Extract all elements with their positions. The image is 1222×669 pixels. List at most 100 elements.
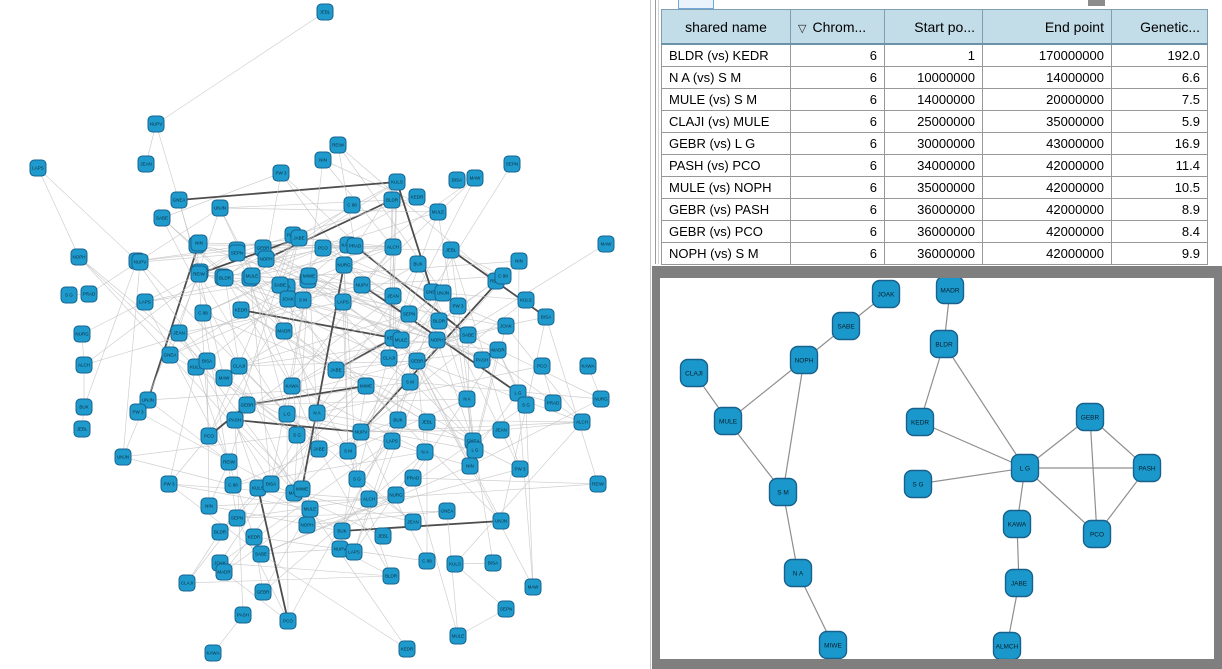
network-node-s-g[interactable]: S G [288, 426, 306, 444]
network-node-mule[interactable]: MULE [713, 406, 743, 436]
network-node-nin[interactable]: NIN [461, 457, 479, 475]
network-node-pco[interactable]: PCO [1082, 519, 1112, 549]
network-node-nupv[interactable]: NUPV [131, 253, 149, 271]
network-node-joak[interactable]: JOAK [279, 290, 297, 308]
network-node-kawa[interactable]: KAWA [1002, 509, 1032, 539]
network-node-miwe[interactable]: MIWE [818, 630, 848, 659]
network-node-c-98[interactable]: C 98 [418, 552, 436, 570]
network-node-laps[interactable]: LAPS [29, 159, 47, 177]
network-node-pco[interactable]: PCO [314, 239, 332, 257]
network-node-sabe[interactable]: SABE [252, 545, 270, 563]
network-node-jebl[interactable]: JEBL [316, 3, 334, 21]
network-node-sabe[interactable]: SABE [831, 311, 861, 341]
network-node-reiw[interactable]: REIW [589, 475, 607, 493]
network-node-sabe[interactable]: SABE [459, 326, 477, 344]
network-node-gnea[interactable]: GNEA [438, 502, 456, 520]
table-row[interactable]: MULE (vs) NOPH 6 35000000 42000000 10.5 [661, 176, 1208, 199]
network-node-miwe[interactable]: MIWE [300, 267, 318, 285]
network-node-s-g[interactable]: S G [517, 396, 535, 414]
network-node-kedr[interactable]: KEDR [408, 188, 426, 206]
network-node-jebl[interactable]: JEBL [73, 420, 91, 438]
network-node-nin[interactable]: NIN [510, 252, 528, 270]
network-node-gnea[interactable]: GNEA [170, 191, 188, 209]
network-node-jebl[interactable]: JEBL [418, 413, 436, 431]
network-node-bldr[interactable]: BLDR [430, 312, 448, 330]
network-node-sepn[interactable]: SEPN [228, 244, 246, 262]
network-node-pash[interactable]: PASH [226, 411, 244, 429]
network-node-unjn[interactable]: UNJN [114, 448, 132, 466]
network-node-noph[interactable]: NOPH [789, 345, 819, 375]
network-node-almch[interactable]: ALMCH [992, 631, 1022, 660]
network-node-nin[interactable]: NIN [190, 234, 208, 252]
network-node-pco[interactable]: PCO [200, 427, 218, 445]
network-node-joak[interactable]: JOAK [871, 279, 901, 309]
network-node-mule[interactable]: MULE [301, 500, 319, 518]
network-node-gebr[interactable]: GEBR [408, 352, 426, 370]
network-node-c-98[interactable]: C 98 [224, 476, 242, 494]
network-node-kedr[interactable]: KEDR [232, 301, 250, 319]
network-node-s-g[interactable]: S G [903, 469, 933, 499]
network-node-s-m[interactable]: S M [768, 477, 798, 507]
network-node-sabe[interactable]: SABE [153, 209, 171, 227]
main-network-canvas[interactable]: JEBL NUPV LAPS JEAN GNEA UNJN PW 3 NIN REIW C 98 K… [0, 0, 652, 669]
network-node-sepn[interactable]: SEPN [503, 155, 521, 173]
network-node-gebr[interactable]: GEBR [238, 396, 256, 414]
network-node-nin[interactable]: NIN [314, 151, 332, 169]
network-node-claji[interactable]: CLAJI [230, 357, 248, 375]
network-node-n-a[interactable]: N A [308, 404, 326, 422]
network-node-laps[interactable]: LAPS [345, 543, 363, 561]
network-node-c-98[interactable]: C 98 [194, 304, 212, 322]
network-node-s-g[interactable]: S G [348, 470, 366, 488]
network-node-jean[interactable]: JEAN [137, 155, 155, 173]
network-node-unjn[interactable]: UNJN [434, 284, 452, 302]
network-node-jean[interactable]: JEAN [384, 287, 402, 305]
network-node-bldr[interactable]: BLDR [382, 567, 400, 585]
network-node-s-m[interactable]: S M [401, 373, 419, 391]
network-node-nupv[interactable]: NUPV [147, 115, 165, 133]
network-node-alch[interactable]: ALCH [360, 490, 378, 508]
network-node-buk[interactable]: BUK [389, 411, 407, 429]
network-node-jean[interactable]: JEAN [404, 513, 422, 531]
network-node-buk[interactable]: BUK [333, 522, 351, 540]
network-node-sepn[interactable]: SEPN [497, 600, 515, 618]
network-node-jabe[interactable]: JABE [327, 361, 345, 379]
table-row[interactable]: N A (vs) S M 6 10000000 14000000 6.6 [661, 66, 1208, 89]
network-node-bisa[interactable]: BISA [198, 352, 216, 370]
network-node-kawa[interactable]: KAWA [283, 377, 301, 395]
network-node-nupv[interactable]: NUPV [352, 423, 370, 441]
network-node-nurg[interactable]: NURG [592, 390, 610, 408]
table-row[interactable]: MULE (vs) S M 6 14000000 20000000 7.5 [661, 88, 1208, 111]
network-node-pash[interactable]: PASH [234, 606, 252, 624]
network-node-mule[interactable]: MULE [449, 627, 467, 645]
network-node-nurg[interactable]: NURG [73, 325, 91, 343]
network-node-mule[interactable]: MULE [392, 331, 410, 349]
network-node-claji[interactable]: CLAJI [178, 574, 196, 592]
network-node-madr[interactable]: MADR [489, 341, 507, 359]
network-node-jabe[interactable]: JABE [310, 440, 328, 458]
network-node-buk[interactable]: BUK [75, 398, 93, 416]
network-node-n-a[interactable]: N A [416, 443, 434, 461]
network-node-bisa[interactable]: BISA [448, 171, 466, 189]
table-row[interactable]: CLAJI (vs) MULE 6 25000000 35000000 5.9 [661, 110, 1208, 133]
network-node-bldr[interactable]: BLDR [211, 523, 229, 541]
network-node-sepn[interactable]: SEPN [228, 509, 246, 527]
network-node-noph[interactable]: NOPH [428, 331, 446, 349]
network-node-madr[interactable]: MADR [215, 563, 233, 581]
network-node-reiw[interactable]: REIW [220, 453, 238, 471]
column-header-chrom-[interactable]: ▽ Chrom... [790, 9, 885, 45]
column-header-genetic-[interactable]: Genetic... [1111, 9, 1208, 45]
network-node-pw-3[interactable]: PW 3 [160, 475, 178, 493]
network-node-kedr[interactable]: KEDR [905, 407, 935, 437]
network-node-gebr[interactable]: GEBR [1075, 402, 1105, 432]
network-node-laps[interactable]: LAPS [383, 432, 401, 450]
network-node-unjn[interactable]: UNJN [211, 199, 229, 217]
network-node-nin[interactable]: NIN [200, 497, 218, 515]
network-node-l-g[interactable]: L G [466, 441, 484, 459]
network-node-miwe[interactable]: MIWE [293, 480, 311, 498]
network-node-l-g[interactable]: L G [278, 405, 296, 423]
network-node-gebr[interactable]: GEBR [254, 583, 272, 601]
network-node-bisa[interactable]: BISA [537, 308, 555, 326]
network-node-kawa[interactable]: KAWA [204, 644, 222, 662]
network-node-s-g[interactable]: S G [60, 286, 78, 304]
network-node-sepn[interactable]: SEPN [400, 305, 418, 323]
